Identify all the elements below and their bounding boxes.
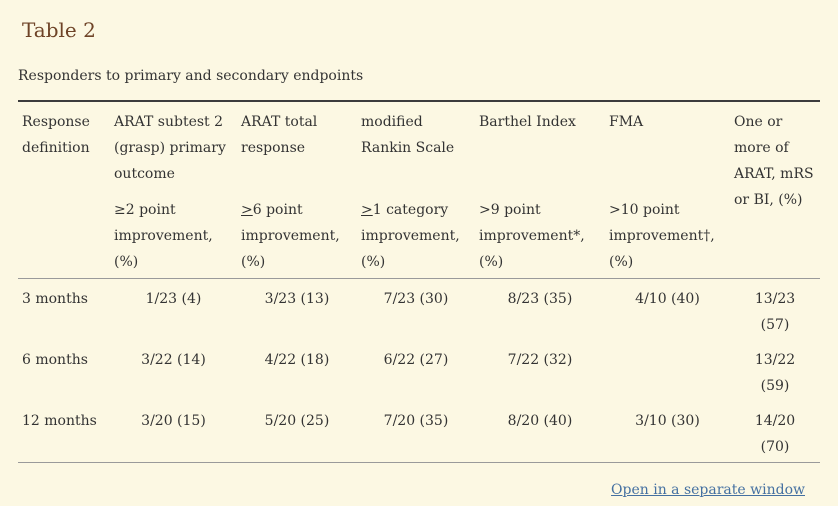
data-cell [605, 340, 730, 401]
row-label-6-months: 6 months [22, 352, 88, 368]
responders-table: Response definition ARAT subtest 2 (gras… [18, 100, 820, 463]
data-cell: 3/20 (15) [141, 413, 206, 429]
header-cell-response-definition: Response definition [18, 101, 110, 279]
data-cell: 5/20 (25) [264, 413, 330, 429]
subheader-text: 2 point improvement, (%) [114, 202, 213, 270]
data-cell: 7/20 (35) [383, 413, 449, 429]
table-caption: Responders to primary and secondary endp… [18, 68, 364, 84]
table-row: 6 months 3/22 (14) 4/22 (18) 6/22 (27) 7… [18, 340, 820, 401]
row-label-12-months: 12 months [22, 413, 97, 429]
table-row: 3 months 1/23 (4) 3/23 (13) 7/23 (30) 8/… [18, 279, 820, 341]
data-cell: 13/22 (59) [754, 352, 796, 394]
data-cell: 3/10 (30) [635, 413, 700, 429]
table-footer-bar: Open in a separate window [18, 463, 820, 498]
header-cell-fma: FMA [609, 114, 644, 130]
subheader-cell-barthel: >9 point improvement*, (%) [475, 190, 605, 279]
row-label-3-months: 3 months [22, 291, 88, 307]
subheader-text: 6 point improvement, (%) [241, 202, 340, 270]
threshold-symbol: > [241, 202, 253, 218]
subheader-cell-fma: >10 point improvement†, (%) [605, 190, 730, 279]
header-row-sub: ≥2 point improvement, (%) >6 point impro… [18, 190, 820, 279]
header-cell-mrs: modified Rankin Scale [361, 114, 455, 156]
subheader-cell-arat-total: >6 point improvement, (%) [237, 190, 357, 279]
data-cell: 1/23 (4) [145, 291, 202, 307]
data-cell: 8/20 (40) [507, 413, 573, 429]
data-cell: 14/20 (70) [754, 413, 796, 455]
data-cell: 4/22 (18) [264, 352, 330, 368]
data-cell: 13/23 (57) [754, 291, 796, 333]
table-label: Table 2 [22, 18, 96, 42]
subheader-cell-arat-subtest: ≥2 point improvement, (%) [110, 190, 237, 279]
open-separate-window-link[interactable]: Open in a separate window [611, 482, 805, 498]
header-row-top: Response definition ARAT subtest 2 (gras… [18, 101, 820, 279]
subheader-text: 10 point improvement†, (%) [609, 202, 715, 270]
data-cell: 6/22 (27) [383, 352, 449, 368]
data-cell: 7/23 (30) [383, 291, 449, 307]
data-cell: 8/23 (35) [507, 291, 573, 307]
data-cell: 3/22 (14) [141, 352, 206, 368]
table-view: Table 2 Responders to primary and second… [0, 16, 838, 498]
threshold-symbol: > [361, 202, 373, 218]
subheader-cell-mrs: >1 category improvement, (%) [357, 190, 475, 279]
table-row: 12 months 3/20 (15) 5/20 (25) 7/20 (35) … [18, 401, 820, 463]
threshold-symbol: > [479, 202, 491, 218]
threshold-symbol: > [609, 202, 621, 218]
subheader-text: 9 point improvement*, (%) [479, 202, 585, 270]
header-cell-arat-total: ARAT total response [241, 114, 318, 156]
data-cell: 4/10 (40) [635, 291, 700, 307]
subheader-text: 1 category improvement, (%) [361, 202, 460, 270]
threshold-symbol: ≥ [114, 202, 126, 218]
header-cell-arat-subtest: ARAT subtest 2 (grasp) primary outcome [114, 114, 226, 182]
header-cell-barthel: Barthel Index [479, 114, 576, 130]
header-cell-one-or-more: One or more of ARAT, mRS or BI, (%) [730, 101, 820, 279]
data-cell: 3/23 (13) [264, 291, 330, 307]
data-cell: 7/22 (32) [507, 352, 573, 368]
